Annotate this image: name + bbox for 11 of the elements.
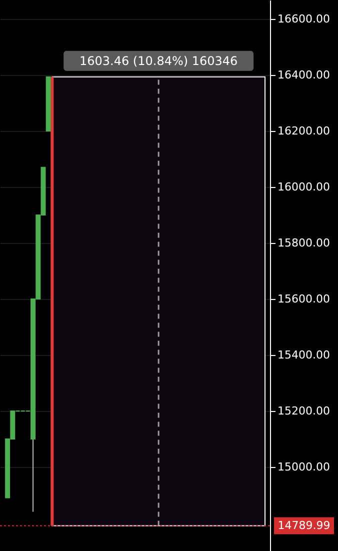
ref-line-label: 14789.99 — [278, 518, 330, 532]
y-tick-label: 15000.00 — [278, 460, 330, 474]
y-tick-label: 16000.00 — [278, 180, 330, 194]
y-tick-label: 15400.00 — [278, 348, 330, 362]
y-tick-label: 16400.00 — [278, 68, 330, 82]
y-tick-label: 16600.00 — [278, 12, 330, 26]
y-tick-label: 16200.00 — [278, 124, 330, 138]
y-tick-label: 15200.00 — [278, 404, 330, 418]
band-label: 1603.46 (10.84%) 160346 — [79, 54, 238, 68]
y-tick-label: 15800.00 — [278, 236, 330, 250]
y-tick-label: 15600.00 — [278, 292, 330, 306]
